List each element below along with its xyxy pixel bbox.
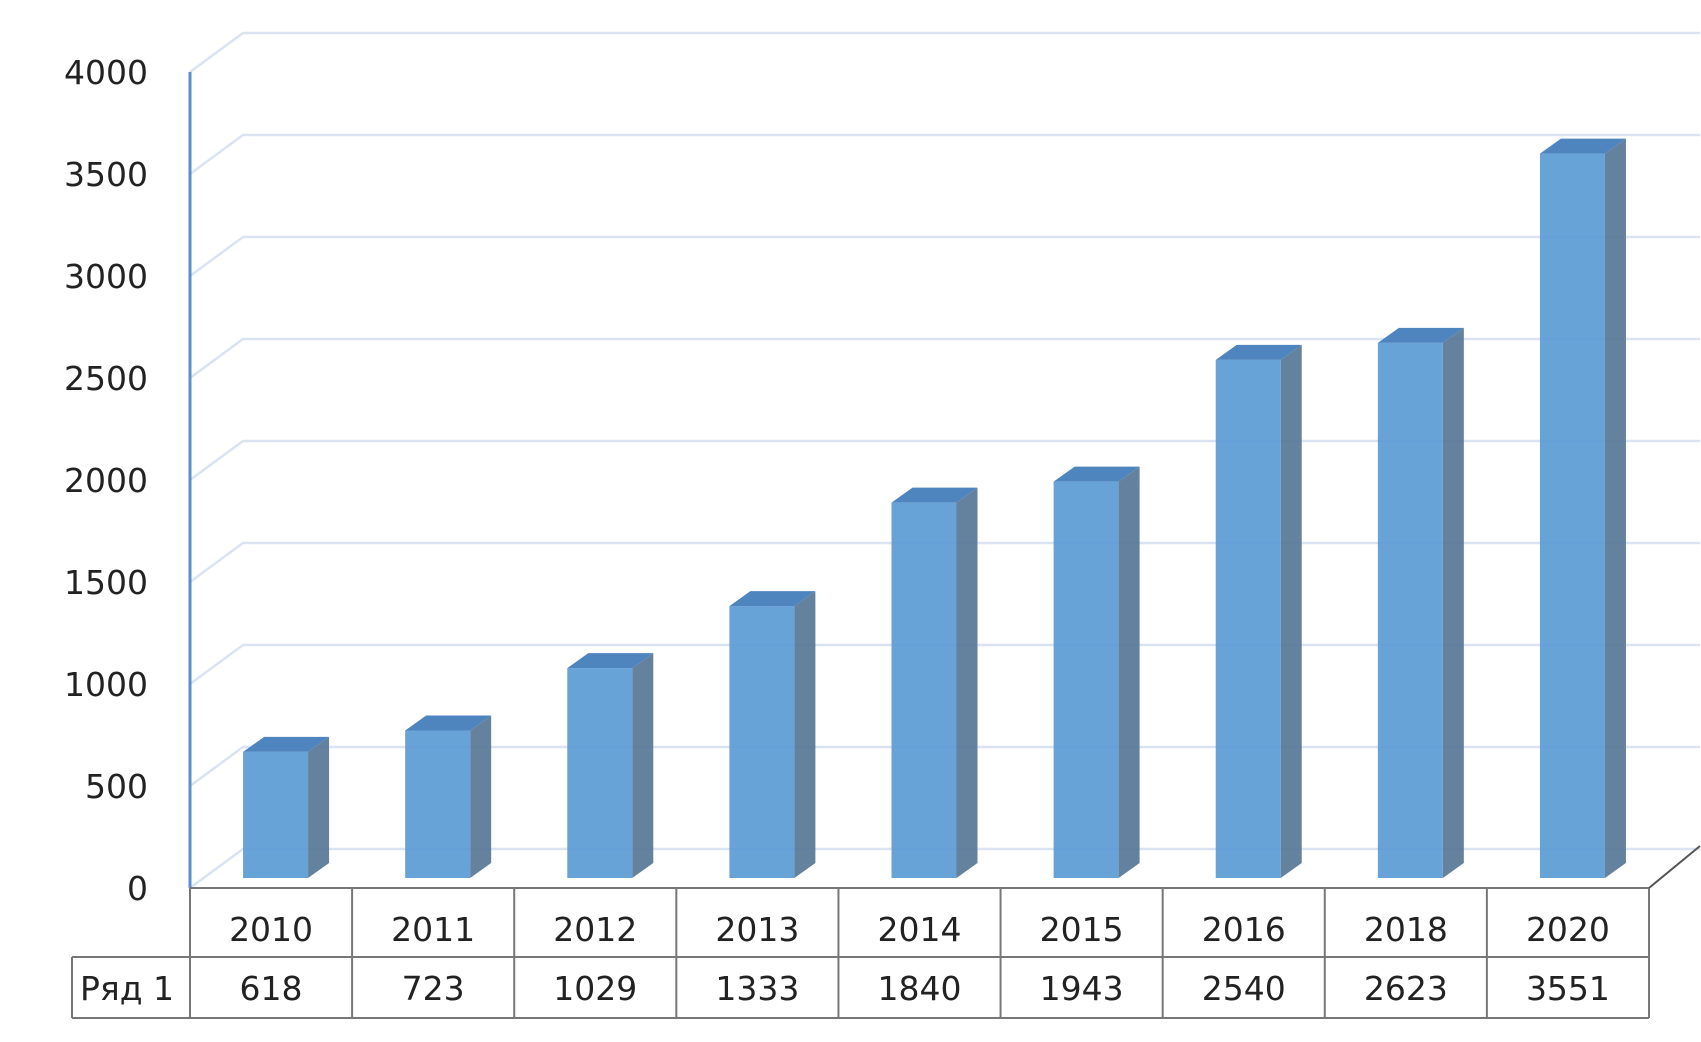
table-category-2020: 2020 [1526, 910, 1610, 949]
y-tick-label-1000: 1000 [64, 665, 148, 704]
bar-front-2012 [567, 668, 633, 878]
bar-front-2020 [1539, 153, 1605, 878]
table-value-2012: 1029 [553, 969, 637, 1008]
bar-side-2010 [308, 736, 330, 878]
table-category-2012: 2012 [553, 910, 637, 949]
y-tick-label-4000: 4000 [64, 53, 148, 92]
bar-2015 [1053, 466, 1140, 878]
axes [188, 72, 1701, 889]
table-category-2010: 2010 [229, 910, 313, 949]
bar-front-2013 [729, 606, 795, 878]
bar-side-2015 [1118, 466, 1140, 878]
bar-front-2018 [1377, 342, 1443, 879]
gridline-2500 [189, 337, 1700, 380]
table-series-label: Ряд 1 [80, 969, 174, 1008]
bar-2014 [891, 487, 978, 878]
bar-side-2014 [956, 487, 978, 878]
bar-top-2020 [1539, 138, 1626, 154]
bars [243, 138, 1626, 879]
gridlines [189, 31, 1700, 890]
gridline-3500 [189, 133, 1700, 176]
bar-top-2012 [567, 653, 654, 669]
data-table: Ряд 1 2010 618 2011 723 2012 1029 2013 1333 2014 1… [71, 888, 1650, 1019]
gridline-3000 [189, 235, 1700, 278]
bar-front-2015 [1053, 481, 1119, 878]
table-value-2020: 3551 [1526, 969, 1610, 1008]
table-value-2014: 1840 [878, 969, 962, 1008]
bar-side-2013 [794, 591, 816, 878]
bar-side-2016 [1280, 344, 1302, 879]
table-category-2016: 2016 [1202, 910, 1286, 949]
bar-side-2018 [1442, 327, 1464, 879]
y-tick-label-3000: 3000 [64, 257, 148, 296]
gridline-2000 [189, 439, 1700, 482]
bar-top-2014 [891, 487, 978, 503]
table-category-2015: 2015 [1040, 910, 1124, 949]
bar-top-2011 [405, 715, 492, 731]
bar-front-2011 [405, 730, 471, 878]
bar-side-2020 [1604, 138, 1626, 878]
table-value-2016: 2540 [1202, 969, 1286, 1008]
table-category-2014: 2014 [878, 910, 962, 949]
table-category-2018: 2018 [1364, 910, 1448, 949]
bar-front-2014 [891, 502, 957, 878]
gridline-1500 [189, 541, 1700, 584]
floor-right-edge [1648, 845, 1701, 889]
table-category-2013: 2013 [715, 910, 799, 949]
bar-top-2018 [1377, 327, 1464, 343]
y-tick-label-1500: 1500 [64, 563, 148, 602]
bar-top-2016 [1215, 344, 1302, 360]
table-value-2015: 1943 [1040, 969, 1124, 1008]
bar-2011 [405, 715, 492, 878]
y-tick-label-2000: 2000 [64, 461, 148, 500]
y-axis-tick-labels: 0 500 1000 1500 2000 2500 3000 3500 4000 [64, 53, 148, 908]
gridline-500 [189, 745, 1700, 788]
bar-2012 [567, 653, 654, 878]
gridline-1000 [189, 643, 1700, 686]
y-tick-label-2500: 2500 [64, 359, 148, 398]
table-value-2010: 618 [240, 969, 303, 1008]
bar-2016 [1215, 344, 1302, 879]
bar-top-2010 [243, 736, 330, 752]
bar-front-2010 [243, 751, 309, 878]
table-value-2013: 1333 [715, 969, 799, 1008]
gridline-4000 [189, 31, 1700, 74]
bar-top-2013 [729, 591, 816, 607]
y-tick-label-0: 0 [127, 869, 148, 908]
bar-top-2015 [1053, 466, 1140, 482]
bar-2020 [1539, 138, 1626, 878]
table-value-2018: 2623 [1364, 969, 1448, 1008]
y-tick-label-500: 500 [85, 767, 148, 806]
bar-2013 [729, 591, 816, 878]
bar-front-2016 [1215, 359, 1281, 879]
bar-side-2011 [470, 715, 492, 878]
table-value-2011: 723 [402, 969, 465, 1008]
table-category-2011: 2011 [391, 910, 475, 949]
gridline-0 [189, 847, 1700, 890]
bar-2010 [243, 736, 330, 878]
y-tick-label-3500: 3500 [64, 155, 148, 194]
bar-2018 [1377, 327, 1464, 879]
bar-side-2012 [632, 653, 654, 878]
